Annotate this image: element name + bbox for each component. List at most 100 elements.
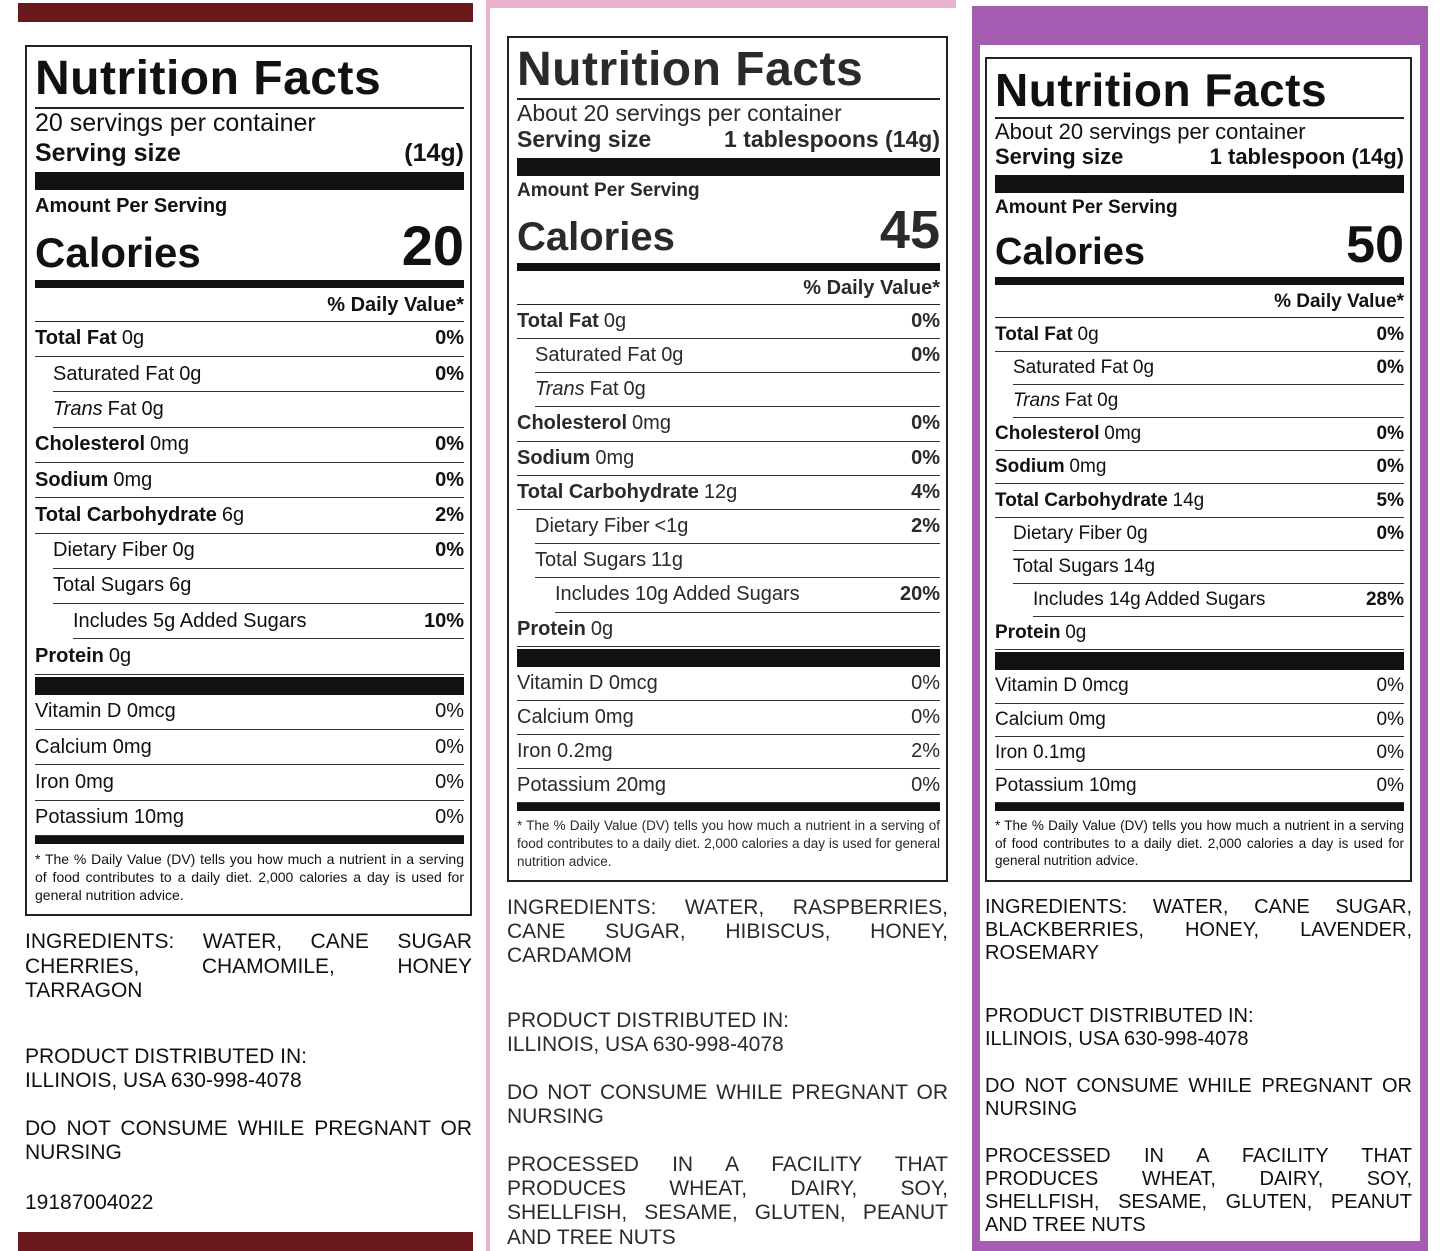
nutrient-row: Includes 14g Added Sugars 28% [1033,584,1404,618]
nutrient-row: Trans Fat 0g [535,373,940,408]
nutrient-dv: 20% [899,583,940,606]
serving-size: Serving size 1 tablespoons (14g) [517,126,940,154]
nutrient-row: Sodium 0mg 0% [35,463,464,499]
nutrient-name: Cholesterol [995,423,1100,445]
nutrient-dv: 0% [1376,456,1404,478]
nutrient-row: Dietary Fiber <1g 2% [535,510,940,545]
nutrient-name: Cholesterol [517,412,628,435]
nutrient-row: Trans Fat 0g [1013,385,1404,419]
vitamin-dv: 0% [911,774,940,797]
vitamin-dv: 0% [435,806,464,829]
label-panel: Nutrition Facts 20 servings per container… [25,45,472,1216]
daily-value-header: % Daily Value* [517,271,940,305]
title: Nutrition Facts [517,43,864,96]
nutrient-name: Includes 10g Added Sugars [555,583,800,606]
medium-bar [517,803,940,812]
nutrient-row: Sodium 0mg 0% [995,451,1404,485]
vitamin-dv: 0% [911,705,940,728]
nutrient-name: Protein [995,622,1061,644]
vitamin-row: Potassium 10mg 0% [995,770,1404,804]
nutrient-row: Trans Fat 0g [53,392,464,428]
vitamin-name: Vitamin D 0mcg [517,671,658,694]
allergen-note: PROCESSED IN A FACILITY THAT PRODUCES WH… [985,1144,1412,1236]
nutrient-amount: <1g [654,515,689,538]
nutrient-dv: 2% [911,515,940,538]
vitamin-name: Iron 0.1mg [995,741,1086,763]
nutrient-amount: 0g [1065,622,1087,644]
nutrient-name: Dietary Fiber [535,515,650,538]
thick-bar [995,652,1404,671]
nutrient-dv: 0% [911,412,940,435]
nutrient-row: Includes 10g Added Sugars 20% [555,578,940,613]
nutrient-dv: 0% [435,433,464,456]
label-panel: Nutrition Facts About 20 servings per con… [985,57,1412,1237]
nutrient-amount: 0mg [632,412,671,435]
nutrient-amount: 0g [603,309,627,332]
calories-value: 50 [1346,216,1404,275]
nutrient-row: Dietary Fiber 0g 0% [53,534,464,569]
nutrient-name: Dietary Fiber [53,539,168,562]
footnote: * The % Daily Value (DV) tells you how m… [35,850,464,904]
nutrient-amount: 0mg [595,446,635,469]
vitamin-name: Potassium 10mg [995,775,1137,797]
nutrient-row: Saturated Fat 0g 0% [53,357,464,393]
nutrient-amount: 0g [1097,389,1119,411]
nutrient-row: Cholesterol 0mg 0% [517,407,940,442]
nutrient-row: Includes 5g Added Sugars 10% [73,604,464,640]
vitamin-dv: 0% [435,700,464,723]
nutrient-amount: 0g [108,645,132,668]
calories: Calories 50 [995,219,1404,271]
thick-bar [517,158,940,177]
nutrient-amount: 0g [661,344,684,367]
gap [25,1003,472,1033]
nutrient-name-italic: Trans [53,397,103,420]
nutrient-amount: 0mg [113,468,153,491]
nutrient-amount: 0g [1126,522,1148,544]
nutrient-dv: 0% [435,468,464,491]
footnote: * The % Daily Value (DV) tells you how m… [995,818,1404,869]
thick-bar [995,174,1404,193]
servings: 20 servings per container [35,109,316,137]
warning: DO NOT CONSUME WHILE PREGNANT OR NURSING [25,1117,472,1165]
vitamin-dv: 0% [1376,775,1404,797]
distribution-line: ILLINOIS, USA 630-998-4078 [25,1069,302,1093]
footnote: * The % Daily Value (DV) tells you how m… [517,818,940,869]
nutrient-row: Protein 0g [995,617,1404,651]
nutrient-dv: 0% [1376,423,1404,445]
nutrient-amount: 0g [179,362,202,385]
nutrient-name: Total Fat [35,327,117,350]
daily-value-header: % Daily Value* [995,285,1404,319]
calories: Calories 20 [35,217,464,276]
nutrient-dv: 0% [435,539,464,562]
nutrient-name: Sodium [35,468,109,491]
vitamin-row: Calcium 0mg 0% [517,701,940,736]
nutrient-dv: 2% [435,503,464,526]
vitamin-row: Calcium 0mg 0% [35,730,464,766]
nutrition-box: Nutrition Facts 20 servings per container… [25,45,472,917]
vitamin-name: Calcium 0mg [517,705,634,728]
calories-label: Calories [995,231,1145,274]
nutrient-row: Total Sugars 14g [1013,551,1404,584]
calories-value: 45 [879,199,940,260]
nutrient-amount: 0mg [1069,456,1107,478]
nutrient-amount: 0g [121,327,145,350]
vitamin-name: Calcium 0mg [995,708,1106,730]
nutrient-dv: 28% [1365,589,1404,611]
calories-label: Calories [35,228,201,276]
rule [995,117,1404,119]
serving-size: Serving size (14g) [35,138,464,168]
calories-label: Calories [517,214,675,259]
title: Nutrition Facts [35,52,382,105]
rule [517,98,940,100]
vitamin-row: Potassium 20mg 0% [517,769,940,804]
vitamin-row: Vitamin D 0mcg 0% [517,667,940,701]
nutrient-amount: 0g [1132,356,1155,378]
ingredients: INGREDIENTS: WATER, CANE SUGAR, BLACKBER… [985,895,1412,964]
vitamin-name: Calcium 0mg [35,735,152,758]
calories: Calories 45 [517,203,940,257]
nutrition-box: Nutrition Facts About 20 servings per con… [985,57,1412,882]
serving-size-label: Serving size [35,138,181,167]
amount-per-serving: Amount Per Serving [995,196,1178,218]
allergen-note: PROCESSED IN A FACILITY THAT PRODUCES WH… [507,1153,948,1249]
